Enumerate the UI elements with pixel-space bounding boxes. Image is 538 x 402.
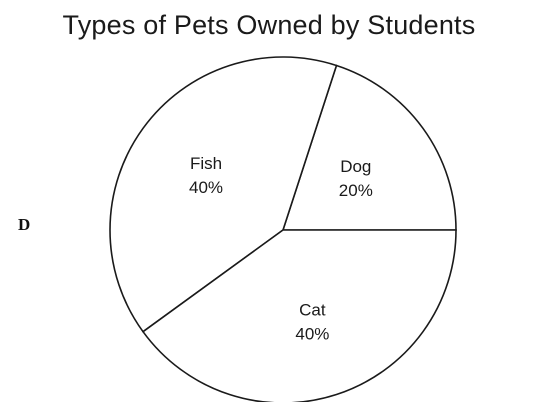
slice-label-cat: Cat <box>299 301 326 320</box>
slice-percent-fish: 40% <box>189 178 223 197</box>
slice-label-dog: Dog <box>340 157 371 176</box>
pie-slices: Dog 20% Fish 40% Cat 40% <box>109 56 457 402</box>
answer-option-letter: D <box>18 215 31 234</box>
pie-slice-dog <box>281 64 457 231</box>
slice-percent-dog: 20% <box>339 181 373 200</box>
pie-slice-fish <box>109 56 338 333</box>
slice-label-fish: Fish <box>190 154 222 173</box>
slice-percent-cat: 40% <box>295 325 329 344</box>
pie-slice-cat <box>141 229 457 402</box>
chart-title: Types of Pets Owned by Students <box>62 10 476 40</box>
